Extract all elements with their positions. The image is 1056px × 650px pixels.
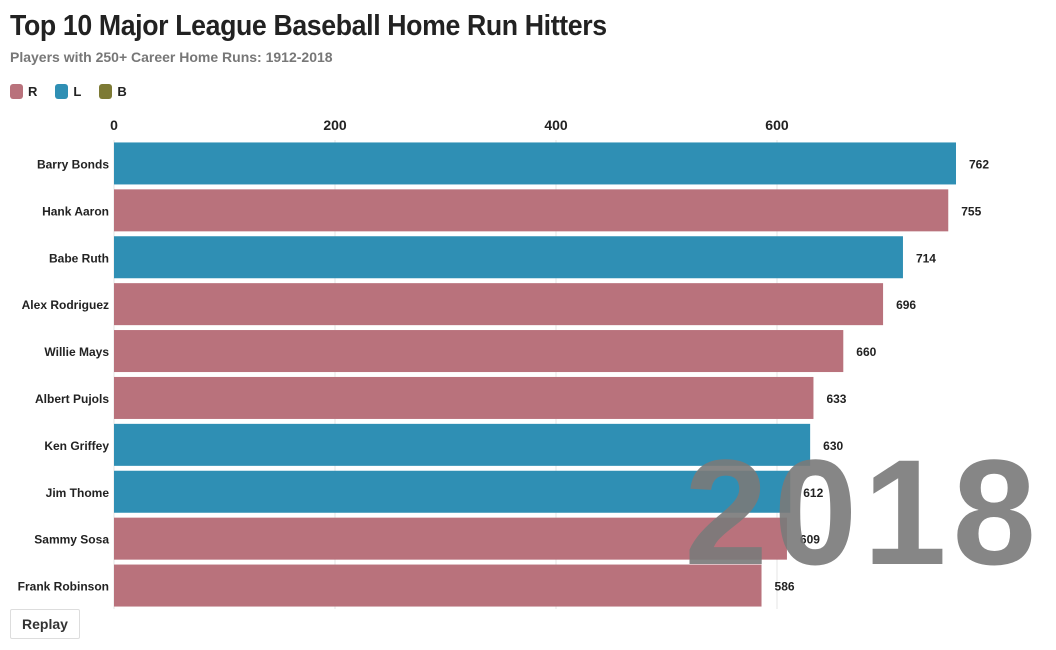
bar[interactable] <box>114 330 844 373</box>
legend-swatch-l <box>55 84 69 99</box>
legend-item-l[interactable]: L <box>55 84 81 99</box>
bar[interactable] <box>114 236 903 279</box>
legend-item-r[interactable]: R <box>10 84 37 99</box>
bar[interactable] <box>114 189 949 232</box>
x-tick-label: 600 <box>765 117 789 133</box>
bar-value-label: 612 <box>803 486 823 500</box>
legend-label-r: R <box>28 84 38 99</box>
y-category-label: Ken Griffey <box>44 439 109 453</box>
bar-value-label: 696 <box>896 298 916 312</box>
legend: R L B <box>10 84 127 99</box>
y-category-label: Jim Thome <box>46 486 110 500</box>
bar-value-label: 714 <box>916 251 936 265</box>
x-tick-label: 400 <box>544 117 568 133</box>
bar-value-label: 660 <box>856 345 876 359</box>
y-category-label: Willie Mays <box>44 345 109 359</box>
bar[interactable] <box>114 376 814 419</box>
bar-value-label: 755 <box>961 204 981 218</box>
replay-button[interactable]: Replay <box>10 609 80 639</box>
chart-subtitle: Players with 250+ Career Home Runs: 1912… <box>10 49 333 65</box>
bar[interactable] <box>114 142 956 185</box>
bar[interactable] <box>114 283 884 326</box>
legend-swatch-r <box>10 84 23 99</box>
bar-value-label: 630 <box>823 439 843 453</box>
bar-value-label: 633 <box>826 392 846 406</box>
x-tick-label: 200 <box>323 117 347 133</box>
legend-label-b: B <box>117 84 127 99</box>
y-category-label: Barry Bonds <box>37 157 109 171</box>
bar[interactable] <box>114 517 787 560</box>
y-category-label: Albert Pujols <box>35 392 109 406</box>
year-label: 2018 <box>684 428 1042 596</box>
x-tick-label: 0 <box>110 117 118 133</box>
bar-value-label: 762 <box>969 157 989 171</box>
bar[interactable] <box>114 564 762 607</box>
bar-chart: 0 200 400 600 Barry Bonds 762 Hank Aaron 755 Bab… <box>18 117 989 609</box>
y-category-label: Alex Rodriguez <box>22 298 109 312</box>
bar-value-label: 609 <box>800 533 820 547</box>
y-category-label: Hank Aaron <box>42 204 109 218</box>
bar[interactable] <box>114 423 811 466</box>
legend-item-b[interactable]: B <box>99 84 127 99</box>
y-category-label: Babe Ruth <box>49 251 109 265</box>
chart-title: Top 10 Major League Baseball Home Run Hi… <box>10 10 607 42</box>
y-category-label: Sammy Sosa <box>34 533 109 547</box>
y-category-label: Frank Robinson <box>18 580 109 594</box>
legend-swatch-b <box>99 84 113 99</box>
bar-value-label: 586 <box>775 580 795 594</box>
legend-label-l: L <box>73 84 82 99</box>
bar[interactable] <box>114 470 791 513</box>
